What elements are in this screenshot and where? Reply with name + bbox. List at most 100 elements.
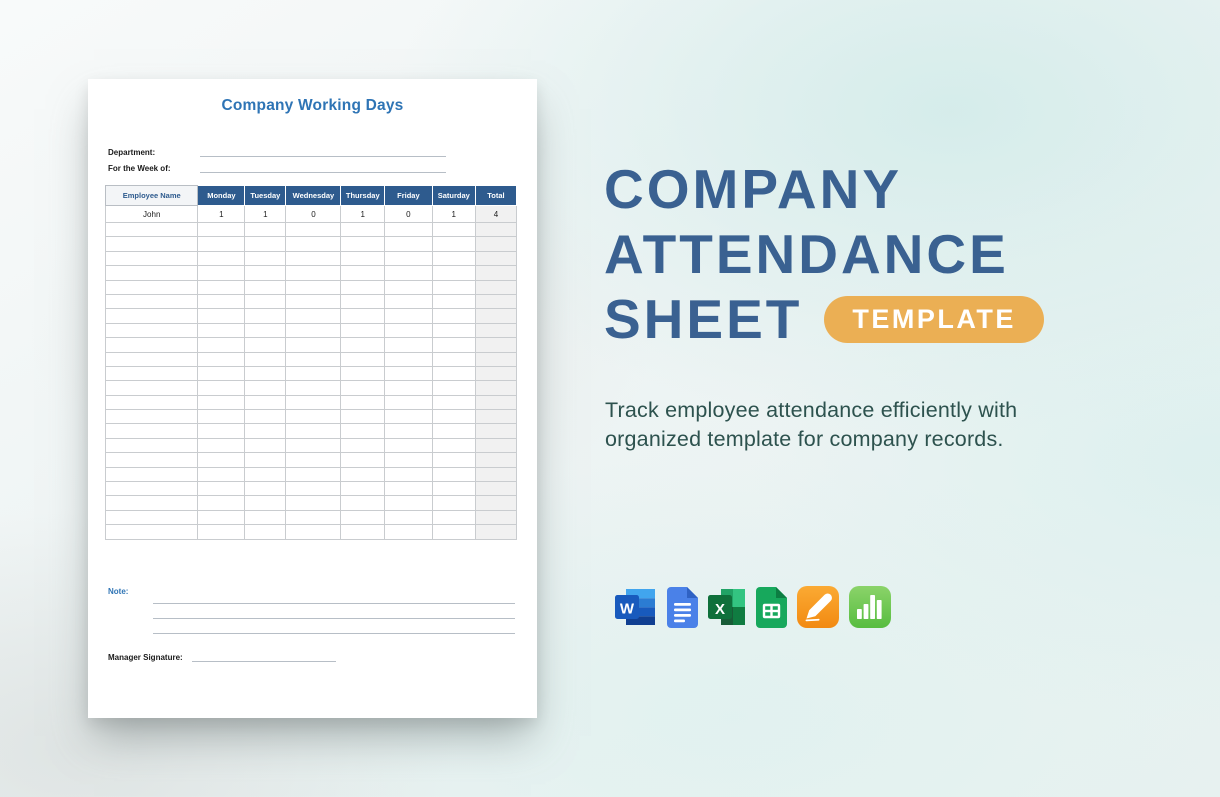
table-cell: 1 <box>431 205 476 223</box>
table-cell <box>285 466 342 483</box>
table-cell <box>104 351 199 367</box>
table-cell <box>197 308 246 324</box>
table-cell <box>197 409 246 425</box>
table-cell <box>285 394 342 411</box>
table-cell <box>244 394 287 411</box>
table-cell <box>340 279 386 295</box>
table-cell <box>285 265 342 281</box>
table-row <box>104 394 518 411</box>
table-cell <box>285 236 342 252</box>
table-cell <box>104 236 199 252</box>
svg-text:X: X <box>715 601 725 618</box>
table-cell <box>431 322 476 339</box>
table-cell <box>285 337 342 353</box>
table-cell <box>197 322 246 339</box>
table-cell <box>431 221 476 238</box>
table-cell <box>474 481 518 497</box>
table-cell <box>285 509 342 526</box>
table-row <box>104 322 518 339</box>
microsoft-word-icon[interactable]: W <box>615 586 657 628</box>
table-cell <box>244 466 287 483</box>
table-row <box>104 524 518 540</box>
table-cell <box>340 409 386 425</box>
table-cell <box>474 221 518 238</box>
note-line <box>153 604 515 619</box>
google-sheets-icon[interactable] <box>756 586 787 628</box>
table-cell <box>285 221 342 238</box>
table-cell <box>384 293 433 310</box>
table-cell <box>431 308 476 324</box>
table-cell <box>340 452 386 468</box>
hero-description-line-1: Track employee attendance efficiently wi… <box>605 398 1018 422</box>
table-cell <box>285 495 342 511</box>
table-cell <box>431 351 476 367</box>
table-cell <box>104 452 199 468</box>
table-cell <box>104 524 199 540</box>
manager-signature-line <box>191 653 336 662</box>
table-cell <box>244 365 287 382</box>
table-cell <box>285 452 342 468</box>
table-cell <box>474 322 518 339</box>
microsoft-excel-icon[interactable]: X <box>708 588 746 626</box>
table-cell <box>431 437 476 454</box>
table-cell <box>197 365 246 382</box>
table-cell <box>340 337 386 353</box>
table-cell: 0 <box>384 205 433 223</box>
google-docs-icon[interactable] <box>667 586 698 628</box>
table-cell <box>197 351 246 367</box>
table-cell <box>244 380 287 396</box>
table-cell <box>384 279 433 295</box>
table-cell <box>474 365 518 382</box>
table-cell <box>340 380 386 396</box>
table-cell <box>384 380 433 396</box>
table-cell <box>285 322 342 339</box>
table-cell <box>384 524 433 540</box>
apple-pages-icon[interactable] <box>797 586 839 628</box>
hero-title-line-3: SHEET TEMPLATE <box>604 287 1044 352</box>
table-cell <box>340 481 386 497</box>
table-row <box>104 437 518 454</box>
template-badge: TEMPLATE <box>824 296 1044 343</box>
hero-title-line-1: COMPANY <box>604 158 903 220</box>
table-cell <box>197 452 246 468</box>
table-cell <box>197 265 246 281</box>
table-cell <box>384 236 433 252</box>
table-row <box>104 452 518 468</box>
table-cell <box>340 423 386 439</box>
table-cell <box>474 524 518 540</box>
table-row <box>104 351 518 367</box>
table-row <box>104 221 518 238</box>
table-cell <box>431 236 476 252</box>
table-cell <box>384 452 433 468</box>
table-cell <box>431 423 476 439</box>
table-cell <box>244 495 287 511</box>
table-cell <box>244 509 287 526</box>
table-cell <box>285 279 342 295</box>
table-cell <box>340 524 386 540</box>
table-cell <box>285 250 342 267</box>
apple-numbers-icon[interactable] <box>849 586 891 628</box>
table-cell <box>340 351 386 367</box>
table-row <box>104 509 518 526</box>
table-cell <box>474 308 518 324</box>
table-cell <box>474 423 518 439</box>
table-cell <box>474 380 518 396</box>
table-cell <box>474 236 518 252</box>
table-cell <box>474 452 518 468</box>
table-cell <box>285 437 342 454</box>
table-cell <box>285 308 342 324</box>
table-cell <box>431 466 476 483</box>
table-cell <box>244 308 287 324</box>
table-cell <box>104 365 199 382</box>
table-cell <box>384 365 433 382</box>
table-cell <box>431 365 476 382</box>
table-cell: John <box>104 205 199 223</box>
manager-signature-label: Manager Signature: <box>108 653 183 662</box>
table-cell <box>384 351 433 367</box>
table-row <box>104 495 518 511</box>
table-cell <box>104 466 199 483</box>
department-label: Department: <box>108 148 156 157</box>
note-line <box>153 589 515 604</box>
attendance-table: Employee Name Monday Tuesday Wednesday Thurs… <box>104 185 518 540</box>
table-cell <box>384 265 433 281</box>
